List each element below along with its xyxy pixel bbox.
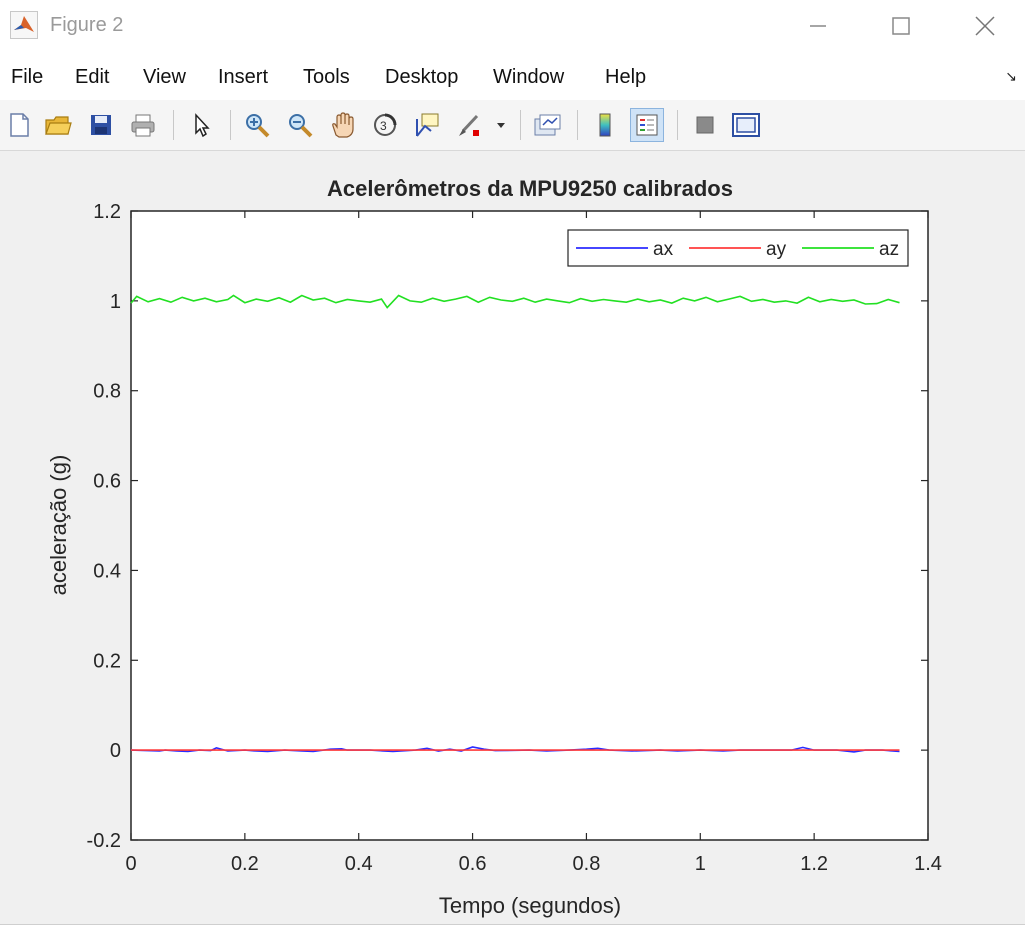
brush-dropdown-button[interactable] [490,108,512,142]
maximize-icon [892,17,910,35]
edit-plot-icon [195,113,210,138]
y-tick-label: -0.2 [87,830,121,852]
legend-icon [636,114,658,136]
rotate-3d-button[interactable]: 3 [368,108,402,142]
zoom-in-button[interactable] [240,108,274,142]
minimize-button[interactable] [793,6,843,46]
x-tick-label: 0 [125,853,136,875]
window-title: Figure 2 [50,14,124,36]
toolbar-separator [677,110,678,140]
colorbar-button[interactable] [588,108,622,142]
open-file-icon [45,116,72,135]
menu-help[interactable]: Help [605,66,647,88]
zoom-out-button[interactable] [283,108,317,142]
open-file-button[interactable] [41,108,75,142]
plot-area [130,210,929,841]
figure-canvas: 0 0.2 0.4 0.6 0.8 1 1.2 1.4 -0.2 0 0.2 0.4 0.6 0.8 1 1.… [0,151,1025,931]
y-tick-label: 0.6 [93,471,121,493]
close-button[interactable] [960,6,1010,46]
colorbar-icon [599,113,611,137]
toolbar-separator [577,110,578,140]
zoom-in-icon [246,114,270,138]
edit-plot-button[interactable] [184,108,218,142]
status-strip [0,924,1025,932]
pan-button[interactable] [325,108,359,142]
menu-edit[interactable]: Edit [75,66,110,88]
pan-icon [332,112,354,138]
legend-label-ay: ay [766,239,787,260]
menu-bar: File Edit View Insert Tools Desktop Wind… [0,52,1025,100]
x-tick-label: 0.4 [345,853,373,875]
print-button[interactable] [126,108,160,142]
x-axis-label: Tempo (segundos) [439,893,621,918]
zoom-out-icon [289,114,313,138]
close-icon [975,16,995,36]
svg-text:3: 3 [380,119,387,133]
y-axis-label: aceleração (g) [46,455,71,596]
legend-label-ax: ax [653,239,674,260]
x-tick-label: 0.2 [231,853,259,875]
y-tick-label: 0.8 [93,381,121,403]
x-tick-label: 1.2 [800,853,828,875]
series-line-az [130,294,900,309]
data-cursor-button[interactable] [410,108,444,142]
x-tick-label: 1 [695,853,706,875]
maximize-button[interactable] [876,6,926,46]
figure-toolbar: 3 [0,100,1025,151]
new-figure-button[interactable] [2,108,36,142]
menu-view[interactable]: View [143,66,186,88]
menu-file[interactable]: File [11,66,44,88]
minimize-icon [810,25,826,27]
toolbar-separator [520,110,521,140]
y-tick-label: 0.2 [93,650,121,672]
print-icon [131,114,155,137]
show-plot-tools-icon [732,113,760,137]
menu-insert[interactable]: Insert [218,66,269,88]
dock-arrow-icon[interactable]: ↘ [1005,68,1017,84]
y-tick-label: 1 [110,291,121,313]
window-titlebar: Figure 2 [0,0,1025,52]
brush-dropdown-icon [497,123,505,128]
brush-button[interactable] [452,108,486,142]
legend-label-az: az [879,239,899,260]
link-plot-icon [534,114,561,136]
x-tick-label: 0.8 [573,853,601,875]
y-tick-label: 0 [110,740,121,762]
new-figure-icon [10,113,29,137]
show-plot-tools-button[interactable] [729,108,763,142]
matlab-icon[interactable] [10,11,38,39]
y-tick-label: 0.4 [93,560,121,582]
chart-svg[interactable]: 0 0.2 0.4 0.6 0.8 1 1.2 1.4-0.200.20.40.60.811.… [0,151,1025,924]
toolbar-separator [173,110,174,140]
link-plot-button[interactable] [530,108,564,142]
rotate-3d-icon: 3 [374,113,397,136]
save-icon [91,115,111,135]
menu-desktop[interactable]: Desktop [385,66,459,88]
y-tick-label: 1.2 [93,201,121,223]
legend-button[interactable] [630,108,664,142]
hide-plot-tools-icon [696,116,714,134]
toolbar-separator [230,110,231,140]
menu-window[interactable]: Window [493,66,565,88]
x-tick-label: 1.4 [914,853,942,875]
brush-icon [459,114,479,136]
data-cursor-icon [416,113,439,137]
save-button[interactable] [84,108,118,142]
menu-tools[interactable]: Tools [303,66,350,88]
x-tick-label: 0.6 [459,853,487,875]
chart-title: Acelerômetros da MPU9250 calibrados [327,176,733,201]
hide-plot-tools-button[interactable] [688,108,722,142]
